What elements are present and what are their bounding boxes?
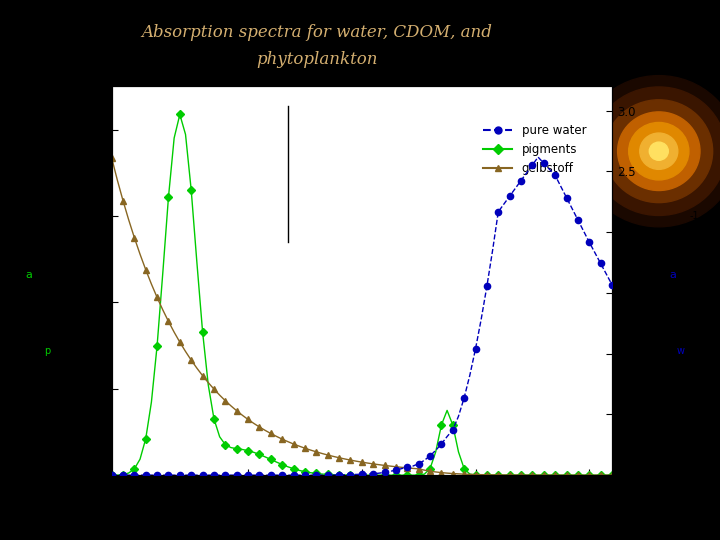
Text: p: p — [44, 346, 50, 356]
Ellipse shape — [629, 123, 689, 180]
Text: a: a — [670, 271, 677, 280]
Text: -1: -1 — [690, 211, 700, 221]
Text: -1: -1 — [56, 211, 66, 221]
Ellipse shape — [618, 112, 700, 191]
Title: absorption spectra: absorption spectra — [284, 64, 440, 82]
Ellipse shape — [649, 142, 668, 160]
Ellipse shape — [605, 100, 713, 202]
Text: (m): (m) — [679, 267, 689, 284]
Text: w: w — [676, 346, 685, 356]
Ellipse shape — [640, 133, 678, 170]
Ellipse shape — [592, 87, 720, 215]
Legend: pure water, pigments, gelbstoff: pure water, pigments, gelbstoff — [478, 119, 591, 180]
Text: a: a — [25, 271, 32, 280]
Text: phytoplankton: phytoplankton — [256, 51, 377, 68]
X-axis label: wavelength  (nm): wavelength (nm) — [294, 498, 429, 514]
Text: Absorption spectra for water, CDOM, and: Absorption spectra for water, CDOM, and — [141, 24, 492, 41]
Ellipse shape — [580, 76, 720, 227]
Text: (cm): (cm) — [45, 264, 55, 287]
